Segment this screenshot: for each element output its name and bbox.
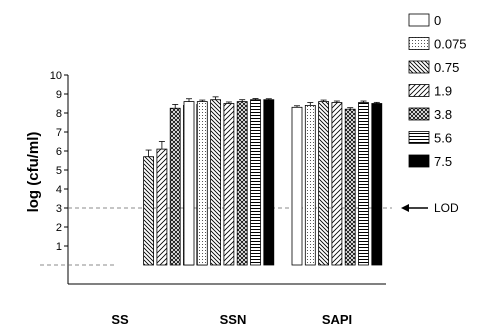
legend-label: 0.075 bbox=[434, 37, 467, 52]
bar-SSN-1.9 bbox=[223, 103, 235, 266]
y-ticks: 1 2 3 4 5 6 7 8 9 10 bbox=[50, 70, 68, 253]
lod-label: LOD bbox=[434, 201, 459, 215]
bar-SAPI-3.8 bbox=[344, 108, 356, 266]
bar-SAPI-0.75 bbox=[318, 101, 330, 266]
category-labels: SS SSN SAPI bbox=[111, 312, 352, 326]
y-tick-label: 2 bbox=[56, 222, 62, 234]
bar-SSN-3.8 bbox=[236, 101, 248, 266]
legend-swatch bbox=[408, 131, 430, 144]
legend-swatch bbox=[408, 107, 430, 121]
y-tick-label: 4 bbox=[56, 184, 62, 196]
bar-SSN-0 bbox=[183, 101, 195, 266]
legend-swatch bbox=[408, 154, 430, 168]
y-tick-label: 8 bbox=[56, 108, 62, 120]
bar-SSN-0.075 bbox=[196, 101, 208, 266]
y-tick-label: 6 bbox=[56, 146, 62, 158]
bar-SS-3.8 bbox=[169, 107, 181, 266]
lod-group: LOD bbox=[40, 201, 459, 266]
y-tick-label: 10 bbox=[50, 70, 62, 82]
y-tick-label: 3 bbox=[56, 203, 62, 215]
bar-SS-0.75 bbox=[143, 156, 155, 266]
y-tick-label: 9 bbox=[56, 89, 62, 101]
legend-label: 0 bbox=[434, 13, 441, 28]
legend-label: 5.6 bbox=[434, 131, 452, 146]
y-tick-label: 7 bbox=[56, 127, 62, 139]
category-label: SSN bbox=[220, 312, 247, 326]
category-label: SAPI bbox=[322, 312, 352, 326]
lod-arrowhead bbox=[401, 204, 409, 212]
legend-swatch bbox=[408, 84, 430, 97]
legend-label: 1.9 bbox=[434, 84, 452, 99]
bars bbox=[143, 96, 383, 266]
legend-label: 7.5 bbox=[434, 154, 452, 169]
legend: 0 0.075 0.75 1.9 3.8 5.6 7.5 bbox=[408, 13, 467, 169]
legend-swatch bbox=[408, 37, 430, 50]
bar-SS-1.9 bbox=[156, 148, 168, 266]
legend-label: 3.8 bbox=[434, 107, 452, 122]
legend-swatch bbox=[408, 60, 430, 74]
y-tick-label: 1 bbox=[56, 241, 62, 253]
category-label: SS bbox=[111, 312, 129, 326]
bar-SAPI-0 bbox=[291, 106, 303, 266]
bar-SAPI-7.5 bbox=[371, 103, 383, 266]
bar-SAPI-5.6 bbox=[358, 102, 369, 266]
bar-SSN-0.75 bbox=[210, 99, 222, 266]
bar-SAPI-1.9 bbox=[331, 102, 343, 266]
legend-label: 0.75 bbox=[434, 60, 459, 75]
y-tick-label: 5 bbox=[56, 165, 62, 177]
bar-SSN-7.5 bbox=[263, 99, 275, 266]
bar-SAPI-0.075 bbox=[304, 105, 316, 266]
y-axis-label: log (cfu/ml) bbox=[25, 132, 42, 213]
bar-SSN-5.6 bbox=[250, 99, 261, 266]
legend-swatch bbox=[408, 13, 430, 27]
